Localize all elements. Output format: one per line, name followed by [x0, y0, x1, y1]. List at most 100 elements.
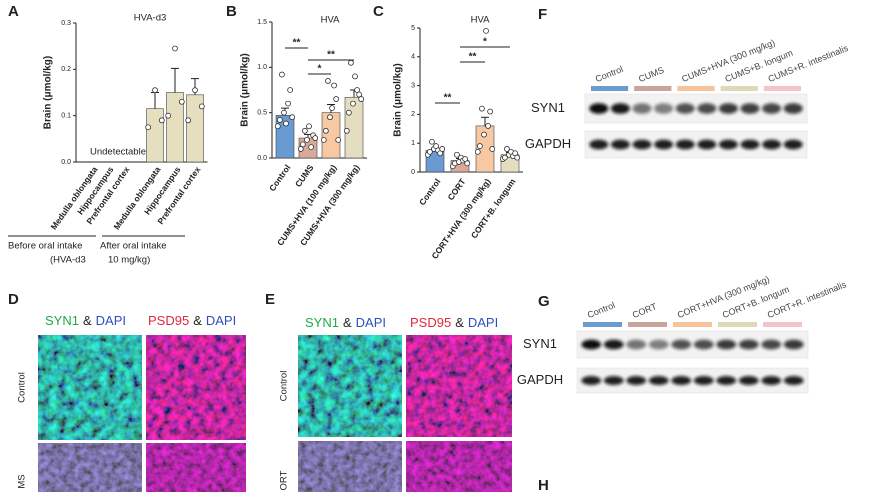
row-label: Control [279, 371, 290, 402]
blot-band [783, 139, 803, 150]
data-point [479, 105, 485, 112]
data-point [172, 45, 178, 52]
panel-letter: E [265, 291, 275, 308]
blot-band [697, 103, 717, 114]
blot-band [675, 139, 695, 150]
blot-band [740, 139, 760, 150]
blot-band [581, 376, 602, 385]
lane-label: CUMS [637, 65, 665, 84]
lane-color-bar [720, 86, 758, 91]
x-tick-label: CORT+B. longum [469, 176, 518, 240]
chart-title: HVA [471, 15, 490, 26]
data-point [281, 109, 287, 116]
lane-label: CUMS+R. intestinalis [767, 43, 850, 84]
y-axis-label: Brain (μmol/kg) [393, 63, 404, 136]
micrograph [146, 443, 246, 492]
blot-band [648, 376, 669, 385]
stain-part: & [193, 313, 202, 328]
data-point [312, 135, 319, 141]
blot-band [654, 139, 674, 150]
micrograph [38, 443, 142, 492]
data-point [299, 141, 306, 148]
blot-band [718, 139, 738, 150]
blot-band [740, 103, 760, 114]
lane-color-bar [628, 322, 667, 327]
stain-part: PSD95 [148, 313, 189, 328]
stain-part: DAPI [206, 313, 236, 328]
blot-band [671, 376, 692, 385]
data-point [489, 146, 496, 152]
panel-letter: H [538, 477, 549, 492]
row-label: SYN1 [523, 336, 557, 351]
blot-band [697, 139, 717, 150]
data-point [429, 138, 435, 145]
panel-letter: A [8, 3, 19, 20]
chart-title: HVA [321, 15, 340, 26]
data-point [158, 117, 165, 124]
data-point [274, 123, 281, 130]
data-point [165, 112, 172, 119]
data-point [348, 59, 354, 66]
y-axis-label: Brain (μmol/kg) [43, 56, 54, 129]
micrograph [406, 441, 512, 492]
y-tick-label: 0 [411, 169, 415, 176]
lane-color-bar [673, 322, 712, 327]
blot-band [632, 103, 652, 114]
lane-label: CORT+R. intestinalis [766, 279, 848, 320]
data-point [289, 114, 296, 121]
significance-label: * [483, 37, 487, 48]
significance-label: ** [469, 52, 477, 63]
micrograph [38, 335, 142, 440]
data-point [185, 117, 192, 124]
y-tick-label: 2 [411, 111, 415, 118]
data-point [335, 136, 342, 143]
data-point [483, 27, 489, 34]
data-point [285, 100, 291, 107]
lane-color-bar [677, 86, 715, 91]
data-point [485, 123, 491, 129]
x-tick-label: Control [417, 177, 443, 207]
data-point [287, 87, 294, 93]
y-tick-label: 0.5 [257, 110, 267, 117]
blot-band [626, 376, 647, 385]
y-axis-label: Brain (μmol/kg) [240, 53, 251, 126]
blot-band [654, 103, 674, 114]
blot-band [762, 139, 782, 150]
y-tick-label: 0.0 [61, 159, 71, 166]
y-tick-label: 5 [411, 25, 415, 32]
blot-band [718, 103, 738, 114]
dose-label: 10 mg/kg) [108, 255, 150, 266]
blot-band [648, 339, 669, 350]
panel-letter: G [538, 293, 550, 310]
significance-label: * [318, 64, 322, 75]
stain-part: & [343, 315, 352, 330]
annotation: Undetectable [90, 147, 146, 158]
blot-band [626, 339, 647, 350]
y-tick-label: 0.3 [61, 20, 71, 27]
significance-label: ** [327, 50, 335, 61]
blot-band [783, 376, 804, 385]
panel-letter: B [226, 3, 237, 20]
stain-part: DAPI [96, 313, 126, 328]
stain-part: SYN1 [305, 315, 339, 330]
data-point [464, 160, 471, 167]
lane-label: Control [594, 64, 625, 84]
data-point [145, 124, 152, 131]
blot-band [738, 376, 759, 385]
data-point [504, 146, 510, 152]
stain-label: PSD95 & DAPI [410, 315, 498, 330]
blot-band [581, 339, 602, 350]
data-point [350, 100, 356, 107]
group-label: Before oral intake [8, 241, 82, 252]
data-point [501, 154, 508, 161]
data-point [439, 146, 446, 152]
data-point [178, 98, 185, 105]
data-point [320, 136, 327, 143]
row-label: ORT [279, 470, 290, 490]
data-point [333, 96, 340, 102]
stain-part: & [455, 315, 464, 330]
lane-color-bar [763, 86, 801, 91]
data-point [198, 103, 205, 110]
data-point [192, 87, 198, 94]
lane-color-bar [634, 86, 672, 91]
